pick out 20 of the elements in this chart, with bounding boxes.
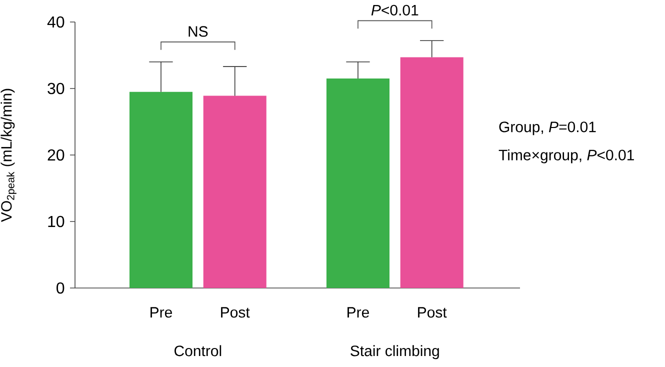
bar xyxy=(400,57,464,288)
x-tick-label: Control xyxy=(174,345,222,356)
annotation: Time×group, P<0.01 xyxy=(498,149,634,164)
series-label: Post xyxy=(221,307,250,318)
text: Pre xyxy=(348,307,369,318)
bar xyxy=(203,96,266,288)
bar xyxy=(129,92,193,288)
annotation: NS xyxy=(188,26,208,37)
series-label: Pre xyxy=(150,307,172,318)
y-axis-title: VO$_{2peak}$ (mL/kg/min) xyxy=(0,88,16,222)
y-tick-label: 40 xyxy=(47,16,64,28)
y-tick-label: 20 xyxy=(48,149,64,161)
y-tick-label: 10 xyxy=(48,216,64,228)
bar xyxy=(326,78,390,288)
text: P<0.01 xyxy=(371,4,418,16)
text: Post xyxy=(418,307,447,318)
y-tick-label: 0 xyxy=(56,282,64,294)
x-tick-label: Stair climbing xyxy=(350,345,439,360)
y-tick-label: 30 xyxy=(48,82,64,94)
annotation: Group, P=0.01 xyxy=(499,122,596,136)
